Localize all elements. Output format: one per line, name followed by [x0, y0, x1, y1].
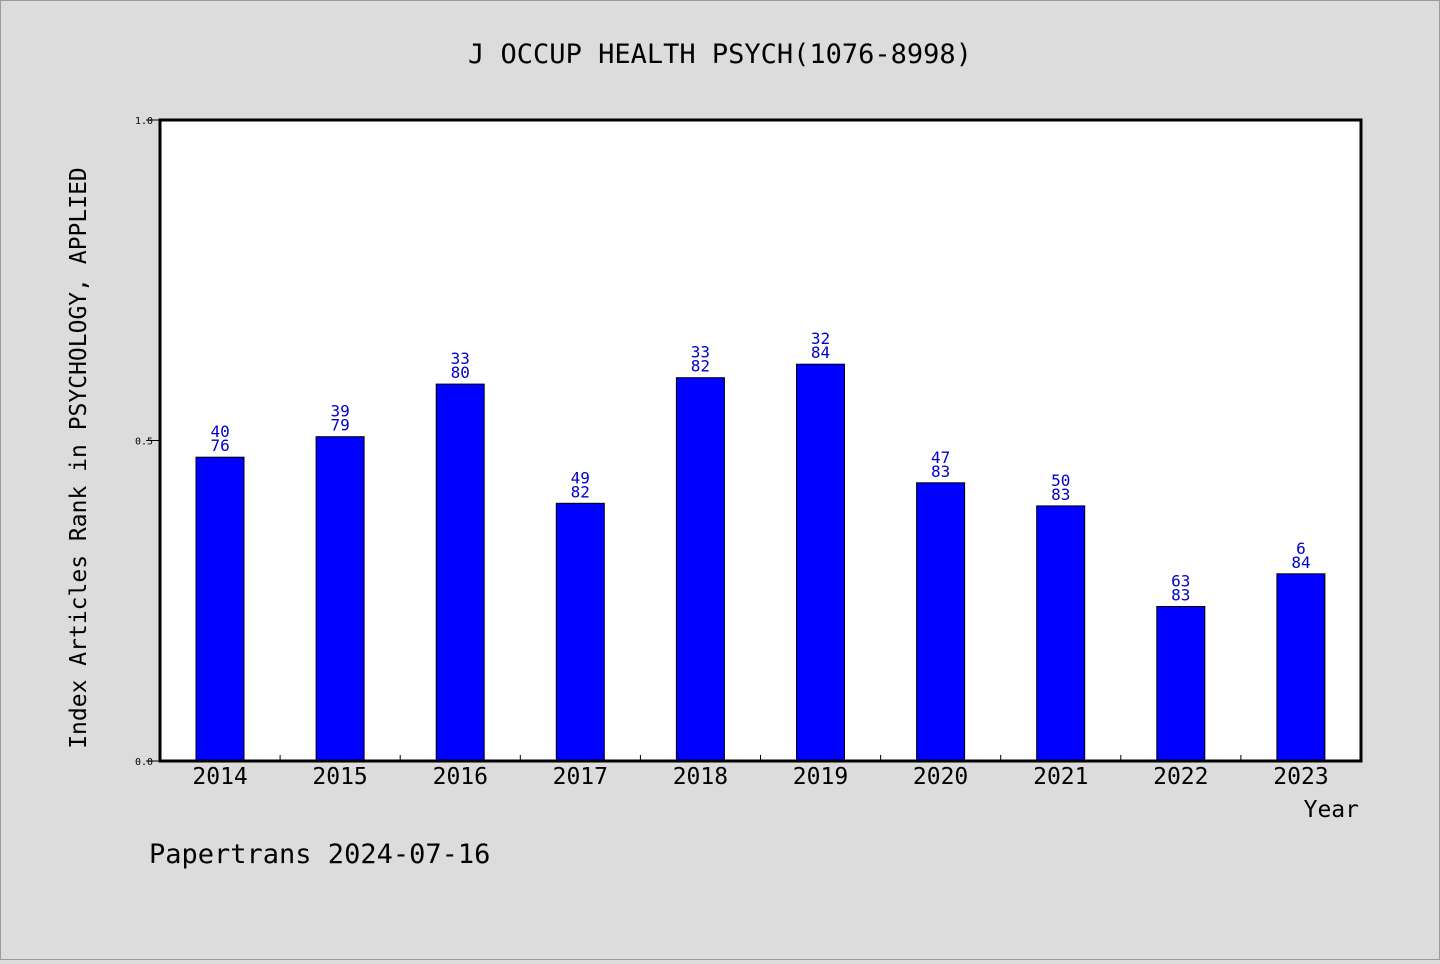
- x-tick-label-2022: 2022: [1153, 764, 1208, 790]
- bar-2020: [917, 483, 965, 761]
- bar-2022: [1157, 607, 1205, 762]
- x-tick-label-2017: 2017: [553, 764, 608, 790]
- y-tick-label-0.0: 0.0: [135, 757, 153, 768]
- bar-label-total-2023: 84: [1291, 553, 1310, 572]
- bar-label-total-2019: 84: [811, 343, 830, 362]
- bar-label-total-2020: 83: [931, 462, 950, 481]
- bar-2019: [797, 364, 845, 761]
- x-tick-label-2021: 2021: [1033, 764, 1088, 790]
- x-tick-label-2016: 2016: [433, 764, 488, 790]
- x-tick-label-2014: 2014: [192, 764, 247, 790]
- bar-2023: [1277, 574, 1325, 761]
- bar-label-total-2017: 82: [571, 482, 590, 501]
- footer-source-text: Papertrans 2024-07-16: [149, 839, 490, 870]
- x-tick-label-2018: 2018: [673, 764, 728, 790]
- x-tick-label-2023: 2023: [1273, 764, 1328, 790]
- bar-2016: [436, 384, 484, 761]
- chart-title: J OCCUP HEALTH PSYCH(1076-8998): [468, 39, 972, 70]
- bar-2015: [316, 437, 364, 761]
- bar-label-total-2021: 83: [1051, 485, 1070, 504]
- bar-label-total-2022: 83: [1171, 586, 1190, 605]
- bar-2018: [676, 378, 724, 761]
- x-tick-label-2015: 2015: [312, 764, 367, 790]
- x-tick-label-2020: 2020: [913, 764, 968, 790]
- bar-label-total-2018: 82: [691, 357, 710, 376]
- x-tick-label-2019: 2019: [793, 764, 848, 790]
- bar-label-total-2015: 79: [330, 416, 349, 435]
- y-tick-label-1.0: 1.0: [135, 116, 153, 127]
- y-axis-label: Index Articles Rank in PSYCHOLOGY, APPLI…: [66, 167, 92, 749]
- x-axis-label: Year: [1304, 797, 1359, 823]
- bar-2017: [556, 503, 604, 761]
- bar-label-total-2016: 80: [451, 363, 470, 382]
- bar-2014: [196, 457, 244, 761]
- bar-label-total-2014: 76: [210, 436, 229, 455]
- bar-2021: [1037, 506, 1085, 761]
- y-tick-label-0.5: 0.5: [135, 437, 153, 448]
